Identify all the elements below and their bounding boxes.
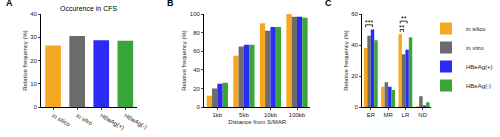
svg-text:A: A [6, 0, 13, 8]
svg-text:60: 60 [351, 11, 358, 17]
svg-text:40: 40 [351, 42, 358, 48]
svg-text:40: 40 [30, 11, 37, 17]
svg-text:C: C [325, 0, 332, 8]
svg-text:LR: LR [402, 112, 410, 118]
svg-text:60: 60 [193, 48, 200, 54]
svg-text:Relative frequency (%): Relative frequency (%) [343, 30, 349, 91]
svg-text:MR: MR [383, 112, 393, 118]
svg-text:in vitro: in vitro [75, 112, 94, 126]
svg-text:HBeAg(-): HBeAg(-) [466, 83, 491, 89]
svg-text:Distance from S/MAR: Distance from S/MAR [228, 119, 286, 125]
svg-text:20: 20 [193, 86, 200, 92]
svg-text:20: 20 [30, 58, 37, 64]
svg-text:40: 40 [193, 67, 200, 73]
svg-text:30: 30 [30, 34, 37, 40]
svg-text:B: B [167, 0, 174, 8]
svg-text:HBeAg(+): HBeAg(+) [99, 112, 125, 130]
svg-text:100: 100 [190, 11, 201, 17]
svg-text:0: 0 [197, 104, 201, 110]
svg-text:20: 20 [351, 73, 358, 79]
svg-text:***: *** [365, 19, 373, 26]
svg-text:80: 80 [193, 30, 200, 36]
svg-text:Relative frequency (%): Relative frequency (%) [22, 30, 28, 91]
svg-text:ER: ER [367, 112, 376, 118]
svg-text:ND: ND [418, 112, 427, 118]
svg-text:10kb: 10kb [264, 112, 278, 118]
svg-text:Relative frequency (%): Relative frequency (%) [181, 30, 187, 91]
svg-text:5kb: 5kb [239, 112, 249, 118]
svg-text:HBeAg(-): HBeAg(-) [123, 112, 148, 130]
svg-text:in silico: in silico [51, 112, 72, 127]
svg-text:HBeAg(+): HBeAg(+) [466, 64, 493, 70]
svg-text:0: 0 [34, 104, 38, 110]
svg-text:**: ** [401, 15, 407, 22]
svg-text:1kb: 1kb [213, 112, 223, 118]
svg-text:**: ** [399, 24, 405, 31]
svg-text:in vitro: in vitro [466, 45, 484, 51]
svg-text:0: 0 [355, 104, 359, 110]
svg-text:in silico: in silico [466, 26, 486, 32]
svg-text:100kb: 100kb [289, 112, 306, 118]
svg-text:10: 10 [30, 81, 37, 87]
svg-text:Occurence in CFS: Occurence in CFS [60, 5, 118, 12]
